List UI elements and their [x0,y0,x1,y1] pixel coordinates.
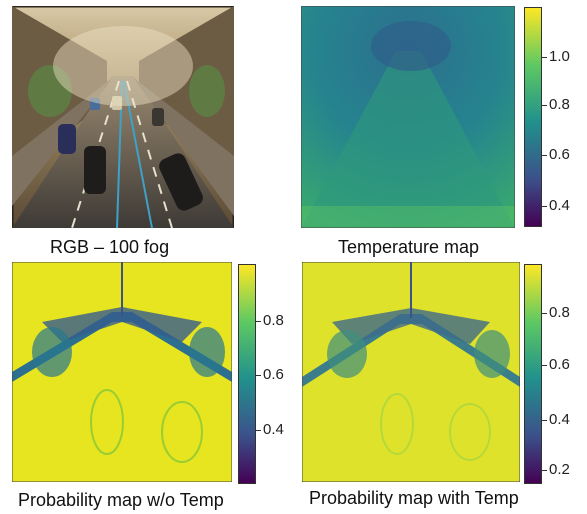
temperature-tick-1: 1.0 [542,48,570,65]
prob-with-tick-2: 0.6 [542,356,570,373]
temperature-tick-4: 0.4 [542,197,570,214]
prob-with-tick-1: 0.8 [542,304,570,321]
temperature-tick-2: 0.8 [542,96,570,113]
prob-with-caption: Probability map with Temp [309,488,519,508]
prob-with-tick-4: 0.2 [542,461,570,478]
prob-without-colorbar [238,264,256,484]
temperature-colorbar [524,7,542,227]
probability-map-without-temp-image [12,262,232,482]
temperature-tick-3: 0.6 [542,146,570,163]
temperature-caption: Temperature map [338,237,480,257]
rgb-fog-image [12,6,234,228]
probability-map-with-temp-image [302,262,520,482]
rgb-caption: RGB – 100 fog [50,237,170,257]
prob-without-caption: Probability map w/o Temp [18,490,224,510]
prob-without-tick-2: 0.6 [256,366,284,383]
prob-without-tick-3: 0.4 [256,421,284,438]
prob-without-tick-1: 0.8 [256,312,284,329]
prob-with-tick-3: 0.4 [542,411,570,428]
prob-with-colorbar [524,264,542,484]
temperature-map-image [301,6,515,228]
